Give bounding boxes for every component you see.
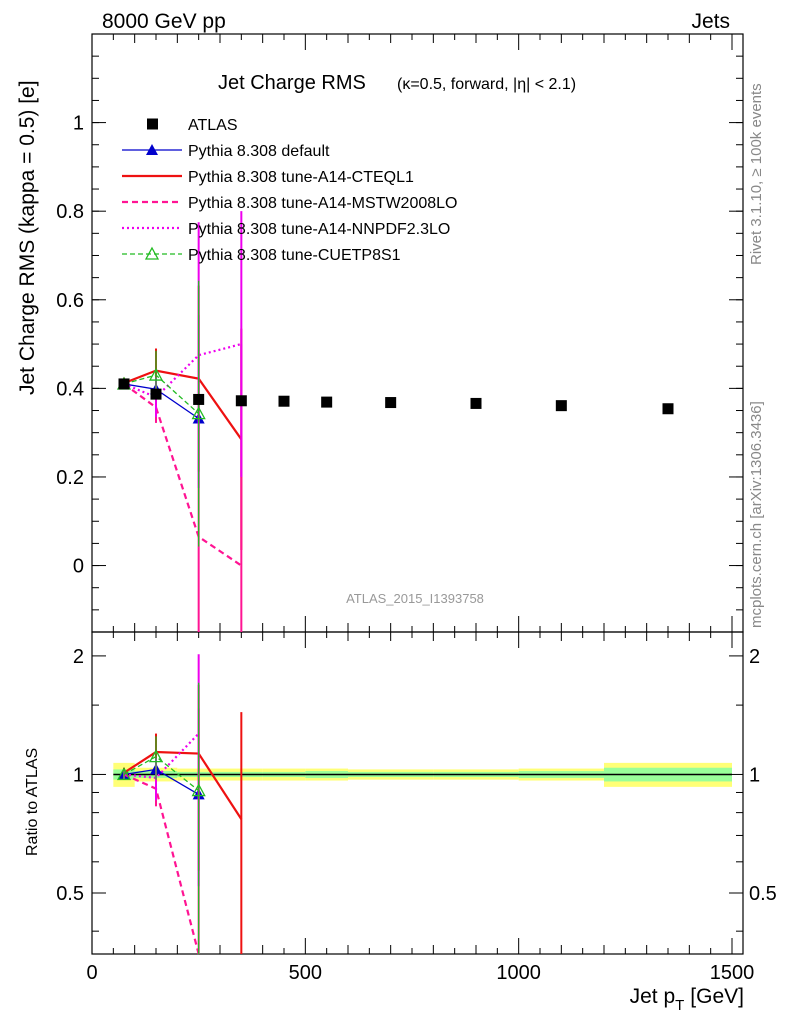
ratio-marker (191, 783, 206, 797)
ratio-line (123, 773, 200, 955)
ratio-series-mstw (123, 708, 200, 955)
legend-marker (146, 144, 158, 155)
side-text-source: mcplots.cern.ch [arXiv:1306.3436] (748, 401, 765, 628)
ratio-series-cuetp (116, 682, 206, 954)
main-y-axis-label: Jet Charge RMS (kappa = 0.5) [e] (16, 80, 39, 395)
ratio-y-tick-label-right: 1 (749, 764, 760, 786)
atlas-data-point (385, 397, 397, 409)
atlas-data-point (555, 400, 567, 412)
x-tick-label: 500 (289, 962, 322, 984)
atlas-data-point (278, 395, 290, 407)
atlas-data-point (662, 403, 674, 415)
main-y-tick-label: 0.8 (56, 201, 84, 223)
main-y-tick-label: 1 (73, 113, 84, 135)
ratio-marker (148, 749, 164, 763)
x-axis-title: Jet pT [GeV] (630, 985, 744, 1014)
svg-text:Jet pT[GeV]: Jet pT [GeV] (630, 985, 744, 1014)
main-line (123, 369, 243, 440)
ratio-line (123, 732, 200, 780)
data-series (116, 211, 674, 955)
ratio-y-tick-label-right: 0.5 (749, 883, 777, 905)
chart-title-sub: (κ=0.5, forward, |η| < 2.1) (397, 76, 576, 93)
ratio-plot-frame (91, 631, 744, 955)
ratio-y-axis-label: Ratio to ATLAS (24, 748, 41, 856)
ratio-marker (116, 767, 132, 781)
ratio-y-tick-label: 1 (73, 764, 84, 786)
ratio-y-tick-label-right: 2 (749, 646, 760, 668)
legend-label: Pythia 8.308 tune-A14-NNPDF2.3LO (188, 221, 450, 238)
side-text-rivet: Rivet 3.1.10, ≥ 100k events (748, 83, 765, 265)
legend-marker (147, 118, 158, 130)
legend-label: Pythia 8.308 tune-CUETP8S1 (188, 247, 401, 264)
chart-title-main: Jet Charge RMS (218, 72, 366, 94)
main-marker (148, 367, 164, 381)
axis-ticks: 0 0.2 0.4 0.6 0.8 1 0.5 0.5 1 1 2 2 0 500 1000 1500 (56, 34, 777, 984)
x-tick-label: 1000 (496, 962, 541, 984)
main-line (123, 383, 242, 567)
ratio-line (123, 755, 200, 792)
ratio-y-tick-label: 2 (73, 646, 84, 668)
legend-item-nnpdf: Pythia 8.308 tune-A14-NNPDF2.3LO (122, 221, 450, 238)
analysis-label: ATLAS_2015_I1393758 (346, 591, 484, 606)
ratio-series-cteql1 (123, 684, 243, 954)
x-axis-label-subscript: T (675, 997, 684, 1014)
x-axis-label-main: Jet p (630, 985, 676, 1008)
main-y-tick-label: 0.2 (56, 467, 84, 489)
legend: ATLAS Pythia 8.308 default Pythia 8.308 tu… (122, 117, 457, 264)
legend-label: ATLAS (188, 117, 238, 134)
atlas-data-point (193, 393, 205, 405)
legend-item-cuetp: Pythia 8.308 tune-CUETP8S1 (122, 246, 401, 264)
main-series-mstw (123, 315, 243, 632)
atlas-data-point (150, 388, 162, 400)
legend-marker (144, 246, 160, 260)
legend-item-mstw: Pythia 8.308 tune-A14-MSTW2008LO (122, 195, 457, 212)
legend-label: Pythia 8.308 tune-A14-MSTW2008LO (188, 195, 457, 212)
main-line (123, 343, 242, 399)
x-tick-label: 0 (86, 962, 97, 984)
legend-item-atlas: ATLAS (147, 117, 238, 134)
main-series-cteql1 (123, 285, 243, 551)
legend-label: Pythia 8.308 default (188, 143, 330, 160)
main-y-tick-label: 0.4 (56, 378, 84, 400)
header-left: 8000 GeV pp (102, 10, 226, 33)
legend-item-default: Pythia 8.308 default (122, 143, 330, 160)
atlas-data-point (470, 397, 482, 409)
atlas-data-point (235, 395, 247, 407)
ratio-y-tick-label: 0.5 (56, 883, 84, 905)
main-marker (191, 406, 206, 420)
legend-label: Pythia 8.308 tune-A14-CTEQL1 (188, 169, 414, 186)
ratio-line (123, 750, 243, 820)
main-line (123, 374, 200, 415)
legend-item-cteql1: Pythia 8.308 tune-A14-CTEQL1 (122, 169, 414, 186)
main-y-tick-label: 0.6 (56, 290, 84, 312)
header-right: Jets (691, 10, 730, 33)
atlas-data-point (118, 378, 130, 390)
x-tick-label: 1500 (710, 962, 755, 984)
x-axis-label-unit: [GeV] (690, 985, 744, 1008)
atlas-data-point (321, 396, 333, 408)
main-y-tick-label: 0 (73, 556, 84, 578)
main-series-atlas (118, 378, 674, 415)
